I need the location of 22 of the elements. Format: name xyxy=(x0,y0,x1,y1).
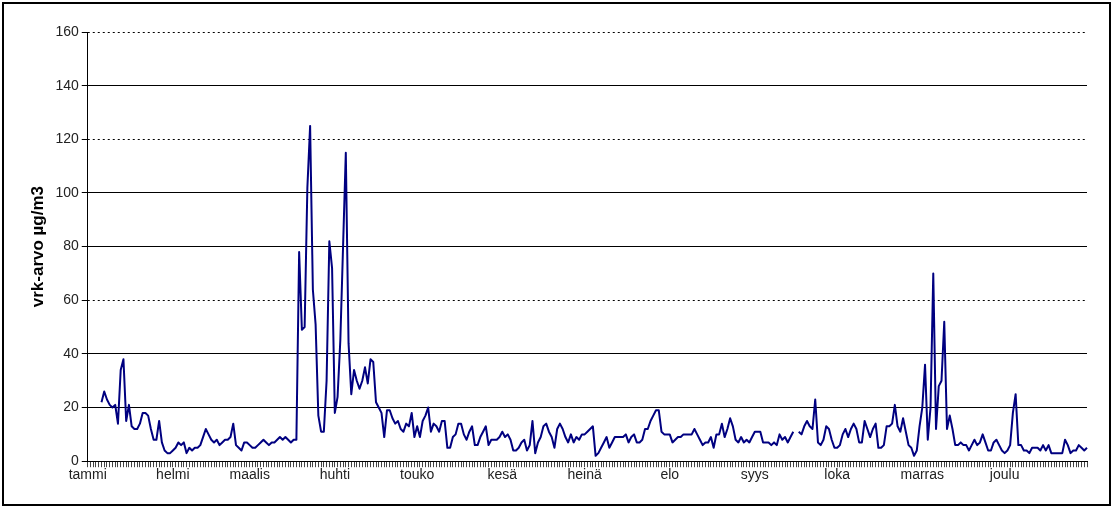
x-tick-label: syys xyxy=(740,466,769,483)
y-tick-label: 60 xyxy=(63,291,79,308)
x-tick-label: touko xyxy=(400,466,435,483)
x-tick-label: huhti xyxy=(319,466,350,483)
x-tick-label: loka xyxy=(824,466,851,483)
y-tick-label: 140 xyxy=(55,76,79,93)
x-tick-label: helmi xyxy=(156,466,190,483)
x-tick-label: heinä xyxy=(567,466,602,483)
y-tick-label: 40 xyxy=(63,344,79,361)
y-tick-label: 80 xyxy=(63,237,79,254)
x-tick-label: marras xyxy=(900,466,945,483)
x-tick-label: elo xyxy=(660,466,680,483)
y-tick-label: 0 xyxy=(70,452,79,469)
x-tick-label: tammi xyxy=(68,466,107,483)
y-tick-label: 160 xyxy=(55,22,79,39)
x-tick-label: maalis xyxy=(229,466,270,483)
x-tick-label: joulu xyxy=(988,466,1020,483)
y-axis-title: vrk-arvo µg/m3 xyxy=(27,185,47,308)
x-tick-label: kesä xyxy=(487,466,518,483)
y-tick-label: 100 xyxy=(55,183,79,200)
y-tick-label: 20 xyxy=(63,398,79,415)
y-tick-label: 120 xyxy=(55,130,79,147)
